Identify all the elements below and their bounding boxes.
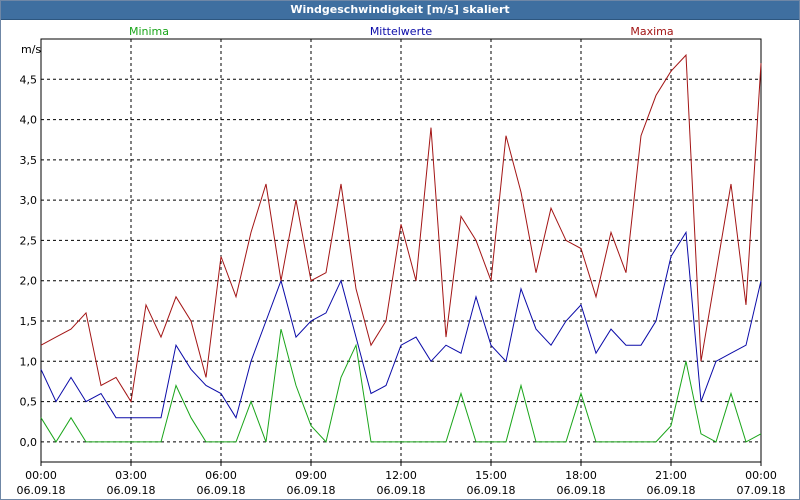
x-tick-time: 21:00: [655, 469, 687, 482]
axes: [40, 38, 762, 466]
y-tick-label: 4,5: [20, 73, 38, 86]
x-tick-date: 06.09.18: [107, 484, 156, 497]
title-bar: Windgeschwindigkeit [m/s] skaliert: [1, 1, 799, 20]
x-tick-time: 12:00: [385, 469, 417, 482]
legend-maxima: Maxima: [630, 25, 673, 38]
y-tick-label: 2,0: [20, 275, 38, 288]
x-tick-time: 00:00: [25, 469, 57, 482]
x-tick-date: 06.09.18: [197, 484, 246, 497]
x-tick-time: 18:00: [565, 469, 597, 482]
y-tick-label: 0,0: [20, 436, 38, 449]
x-tick-date: 06.09.18: [17, 484, 66, 497]
x-tick-date: 06.09.18: [647, 484, 696, 497]
y-tick-label: 4,0: [20, 114, 38, 127]
series-mittelwerte: [40, 230, 762, 419]
chart-title: Windgeschwindigkeit [m/s] skaliert: [290, 3, 510, 16]
series-maxima: [40, 53, 762, 404]
series-minima: [40, 328, 762, 443]
x-tick-date: 07.09.18: [737, 484, 786, 497]
wind-speed-chart: 0,0 0,5 1,0 1,5 2,0 2,5 3,0 3,5 4,0 4,5 00:00 06.09…: [17, 25, 786, 497]
x-tick-time: 00:00: [745, 469, 777, 482]
y-tick-label: 3,5: [20, 154, 38, 167]
y-tick-label: 1,5: [20, 315, 38, 328]
y-tick-label: 3,0: [20, 194, 38, 207]
x-tick-time: 06:00: [205, 469, 237, 482]
x-tick-date: 06.09.18: [377, 484, 426, 497]
y-tick-label: 0,5: [20, 396, 38, 409]
series-lines: [40, 53, 762, 443]
x-tick-time: 09:00: [295, 469, 327, 482]
legend-minima: Minima: [129, 25, 169, 38]
plot-frame: [40, 38, 762, 463]
x-tick-date: 06.09.18: [287, 484, 336, 497]
x-tick-date: 06.09.18: [467, 484, 516, 497]
y-tick-label: 1,0: [20, 355, 38, 368]
y-tick-label: 2,5: [20, 234, 38, 247]
legend: Minima Mittelwerte Maxima: [129, 25, 674, 38]
y-axis-label: m/s: [21, 43, 41, 56]
grid-lines: [41, 39, 761, 462]
axis-labels: 0,0 0,5 1,0 1,5 2,0 2,5 3,0 3,5 4,0 4,5 00:00 06.09…: [17, 43, 786, 497]
legend-mittelwerte: Mittelwerte: [370, 25, 433, 38]
x-tick-date: 06.09.18: [557, 484, 606, 497]
x-tick-time: 15:00: [475, 469, 507, 482]
x-tick-time: 03:00: [115, 469, 147, 482]
